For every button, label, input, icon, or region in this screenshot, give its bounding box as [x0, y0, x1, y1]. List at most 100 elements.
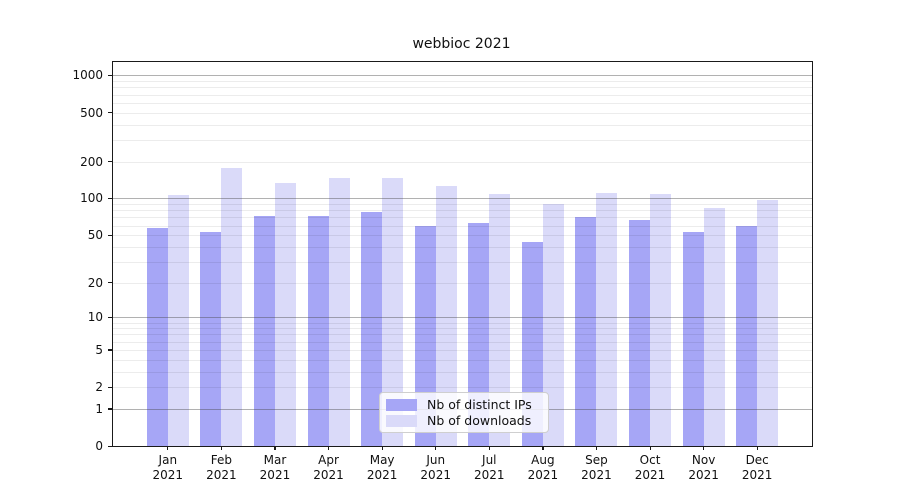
legend-label-downloads: Nb of downloads [427, 413, 532, 428]
y-tick-label: 50 [87, 228, 103, 243]
gridline-minor [113, 124, 812, 126]
x-tick-mark [542, 446, 544, 450]
plot-area: 1000 500 200 100 50 20 10 5 2 1 0 Jan 2021 Feb 2021 Mar… [72, 61, 813, 482]
x-tick-mark [649, 446, 651, 450]
bar-distinct-ips-jul [468, 222, 490, 446]
chart-title: webbioc 2021 [412, 36, 511, 52]
x-tick-label: Nov 2021 [688, 453, 719, 482]
x-tick-mark [220, 446, 223, 450]
gridline-minor [113, 161, 812, 163]
x-tick-label: Apr 2021 [313, 453, 344, 482]
gridline-minor [113, 371, 812, 373]
bar-downloads-feb [221, 168, 243, 446]
x-tick-mark [756, 446, 758, 450]
y-tick-mark [108, 161, 113, 163]
bar-downloads-jul [489, 194, 511, 446]
gridline-minor [113, 341, 812, 343]
x-tick-label: Oct 2021 [634, 453, 666, 482]
x-tick-label: Mar 2021 [259, 453, 291, 482]
bar-downloads-dec [757, 199, 779, 446]
x-tick-mark [167, 446, 169, 450]
gridline-major [113, 198, 812, 200]
x-tick-label: Jan 2021 [152, 453, 184, 482]
gridline-minor [113, 261, 812, 263]
bar-downloads-nov [703, 207, 725, 446]
gridline-minor [113, 282, 812, 284]
x-tick-label: Feb 2021 [206, 453, 237, 482]
legend-swatch-distinct-ips [386, 398, 417, 411]
bar-downloads-mar [274, 182, 296, 446]
gridline-minor [113, 328, 812, 330]
x-tick-mark [595, 446, 598, 450]
gridline-minor [113, 359, 812, 361]
legend-swatch-downloads [386, 414, 417, 427]
gridline-minor [113, 139, 812, 141]
y-tick-mark [108, 197, 113, 200]
bar-distinct-ips-jun [414, 226, 436, 446]
y-tick-mark [108, 74, 113, 77]
legend-item-downloads: Nb of downloads [386, 413, 542, 428]
gridline-minor [113, 102, 812, 104]
legend: Nb of distinct IPs Nb of downloads [379, 392, 549, 433]
gridline-minor [113, 210, 812, 212]
y-tick-label: 2 [95, 380, 103, 395]
bar-distinct-ips-may [361, 211, 383, 446]
x-tick-label: May 2021 [366, 453, 398, 482]
bar-distinct-ips-sep [575, 217, 597, 446]
y-tick-mark [108, 408, 113, 410]
bar-distinct-ips-mar [253, 215, 275, 446]
bar-distinct-ips-oct [629, 220, 651, 446]
y-tick-label: 5 [95, 342, 103, 357]
x-tick-label: Jul 2021 [474, 453, 505, 482]
x-tick-label: Jun 2021 [420, 453, 451, 482]
bar-downloads-oct [650, 194, 672, 446]
x-tick-mark [488, 446, 490, 450]
bar-downloads-may [382, 178, 404, 446]
gridline-major [113, 317, 812, 319]
gridline-minor [113, 349, 812, 351]
y-tick-label: 20 [87, 275, 103, 290]
y-tick-label: 1 [95, 401, 103, 416]
x-tick-label: Sep 2021 [581, 453, 612, 482]
bar-downloads-apr [328, 178, 350, 446]
bar-distinct-ips-apr [307, 215, 329, 446]
bar-distinct-ips-nov [682, 232, 704, 446]
y-tick-mark [108, 282, 113, 284]
x-tick-mark [381, 446, 383, 450]
x-tick-mark [328, 446, 330, 450]
y-tick-label: 200 [80, 154, 103, 169]
gridline-minor [113, 246, 812, 248]
x-tick-mark [703, 446, 705, 450]
y-tick-label: 0 [95, 439, 103, 453]
y-tick-label: 1000 [72, 68, 103, 83]
x-tick-label: Aug 2021 [527, 453, 559, 482]
y-tick-mark [108, 445, 113, 447]
legend-item-distinct-ips: Nb of distinct IPs [386, 397, 542, 412]
y-tick-mark [108, 234, 113, 236]
gridline-minor [113, 94, 812, 96]
bar-distinct-ips-dec [736, 225, 758, 446]
y-tick-mark [108, 349, 113, 351]
y-tick-mark [108, 316, 113, 319]
bar-downloads-aug [542, 204, 564, 446]
gridline-minor [113, 235, 812, 237]
y-tick-label: 100 [80, 191, 103, 206]
gridline-minor [113, 334, 812, 336]
bar-distinct-ips-feb [200, 232, 222, 446]
bar-downloads-jun [435, 185, 457, 446]
gridline-major [113, 75, 812, 77]
gridline-minor [113, 87, 812, 89]
y-tick-label: 10 [87, 310, 103, 325]
y-tick-mark [108, 112, 113, 114]
y-tick-label: 500 [80, 105, 103, 120]
gridline-minor [113, 81, 812, 83]
gridline-minor [113, 112, 812, 114]
x-tick-label: Dec 2021 [741, 453, 773, 482]
x-tick-mark [435, 446, 437, 450]
bar-downloads-jan [167, 194, 189, 446]
gridline-minor [113, 225, 812, 227]
gridline-minor [113, 204, 812, 206]
legend-label-distinct-ips: Nb of distinct IPs [427, 397, 532, 412]
bar-distinct-ips-jan [146, 228, 168, 446]
